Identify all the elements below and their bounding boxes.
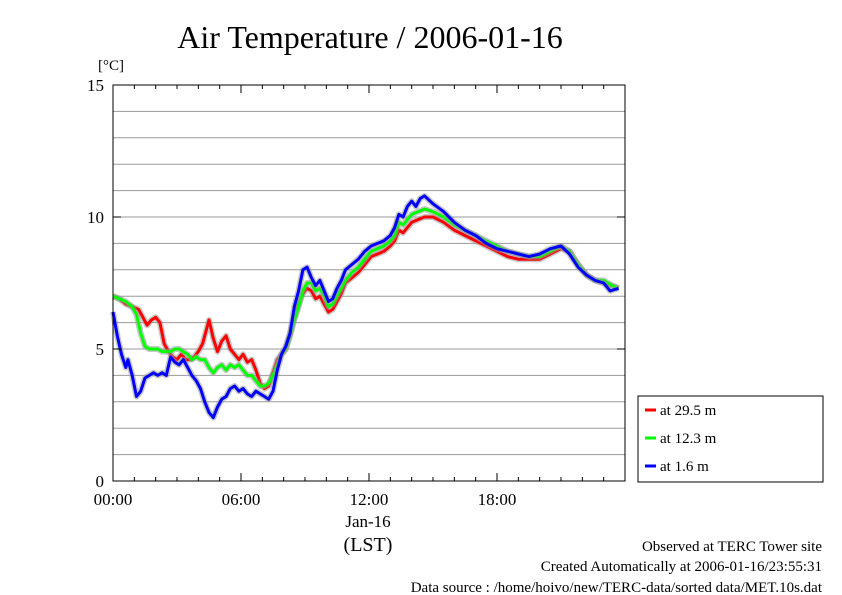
series-line — [111, 194, 620, 420]
y-tick-label: 15 — [87, 76, 104, 95]
y-tick-label: 0 — [96, 472, 105, 491]
footer-created: Created Automatically at 2006-01-16/23:5… — [541, 559, 822, 575]
chart-title: Air Temperature / 2006-01-16 — [177, 19, 563, 55]
footer-observed: Observed at TERC Tower site — [642, 539, 822, 555]
x-axis-label: (LST) — [344, 534, 393, 556]
series-line-shadow — [111, 214, 620, 392]
series-0 — [111, 214, 620, 392]
legend-label: at 29.5 m — [660, 403, 717, 419]
series-1 — [111, 206, 620, 389]
series-layer — [110, 192, 620, 421]
series-2 — [110, 192, 620, 421]
x-tick-label: 00:00 — [94, 490, 133, 509]
plot-frame — [112, 84, 626, 482]
series-line — [112, 215, 620, 391]
legend-label: at 12.3 m — [660, 431, 717, 447]
y-tick-label: 10 — [87, 208, 104, 227]
legend-box — [637, 395, 824, 483]
series-line-shadow — [110, 192, 620, 421]
x-tick-label: 12:00 — [350, 490, 389, 509]
y-axis-unit: [°C] — [98, 58, 124, 74]
x-tick-label: 18:00 — [478, 490, 517, 509]
series-line-shadow — [111, 206, 620, 389]
legend-label: at 1.6 m — [660, 459, 709, 475]
legend: at 29.5 m at 12.3 m at 1.6 m — [637, 395, 824, 483]
x-tick-label: 06:00 — [222, 490, 261, 509]
ticks: 0 5 10 15 00:00 06:00 12:00 18:00 — [87, 76, 626, 509]
footer-data-source: Data source : /home/hoivo/new/TERC-data/… — [411, 580, 823, 595]
y-tick-label: 5 — [96, 340, 105, 359]
grid-lines — [113, 110, 625, 456]
x-axis-date-label: Jan-16 — [345, 512, 390, 531]
